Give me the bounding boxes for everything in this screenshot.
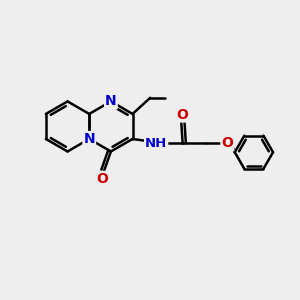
Text: O: O xyxy=(96,172,108,186)
Text: N: N xyxy=(83,132,95,146)
Text: O: O xyxy=(177,107,189,122)
Text: N: N xyxy=(105,94,117,108)
Text: O: O xyxy=(221,136,233,150)
Text: NH: NH xyxy=(145,137,167,150)
